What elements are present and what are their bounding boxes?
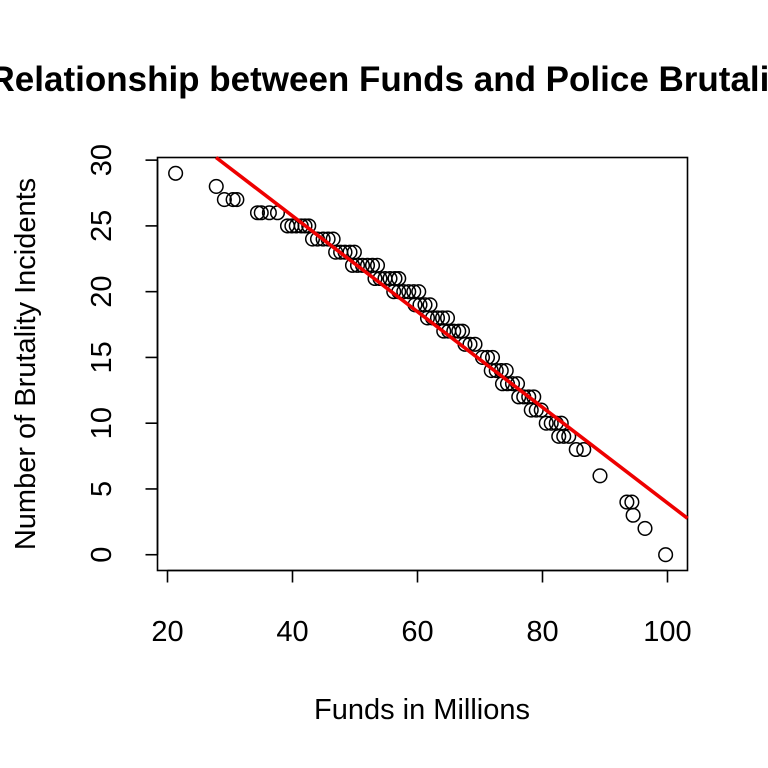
data-point: [367, 270, 383, 287]
data-point: [225, 192, 241, 208]
y-tick-label: 0: [86, 547, 118, 563]
x-axis: 20 40 60 80 100: [151, 569, 692, 648]
data-point: [451, 323, 467, 339]
data-point: [658, 547, 674, 563]
data-point: [208, 178, 224, 194]
data-point: [467, 336, 483, 352]
y-tick-label: 30: [86, 144, 118, 176]
data-points: [168, 165, 674, 563]
data-point: [249, 205, 266, 221]
data-point: [625, 507, 641, 523]
y-tick-label: 20: [86, 276, 118, 308]
y-tick-label: 25: [86, 210, 118, 242]
data-point: [396, 284, 412, 300]
data-point: [576, 441, 592, 458]
y-axis-label: Number of Brutality Incidents: [10, 178, 42, 550]
data-point: [349, 257, 366, 273]
data-point: [488, 363, 504, 379]
data-point: [556, 428, 572, 444]
data-point: [436, 323, 452, 339]
data-point: [637, 520, 653, 536]
data-point: [592, 468, 608, 484]
data-point: [401, 284, 417, 300]
regression-line: [214, 156, 689, 520]
y-tick-label: 15: [86, 341, 118, 373]
data-point: [253, 205, 269, 221]
data-point: [229, 192, 245, 208]
x-tick-label: 100: [643, 616, 691, 648]
data-point: [315, 231, 331, 247]
x-axis-label: Funds in Millions: [314, 694, 530, 726]
chart-title: Relationship between Funds and Police Br…: [0, 60, 768, 99]
y-tick-label: 5: [86, 481, 118, 497]
data-point: [216, 192, 232, 208]
data-point: [504, 376, 521, 392]
data-point: [551, 428, 567, 444]
data-point: [297, 218, 313, 234]
data-point: [386, 284, 402, 300]
data-point: [568, 441, 584, 458]
data-point: [261, 205, 277, 221]
data-point: [543, 415, 559, 431]
data-point: [168, 165, 184, 181]
plot-area-frame: [156, 156, 689, 572]
x-tick-label: 60: [401, 616, 433, 648]
x-tick-label: 40: [276, 616, 308, 648]
fit-line-layer: [214, 156, 689, 520]
y-tick-label: 10: [86, 407, 118, 439]
data-point: [523, 402, 539, 418]
data-point: [619, 494, 635, 510]
y-axis: 0 5 10 15 20 25 30: [86, 144, 159, 563]
data-point: [483, 363, 499, 379]
data-point: [538, 415, 554, 431]
x-tick-label: 20: [151, 616, 183, 648]
data-point: [419, 310, 436, 326]
x-tick-label: 80: [526, 616, 558, 648]
